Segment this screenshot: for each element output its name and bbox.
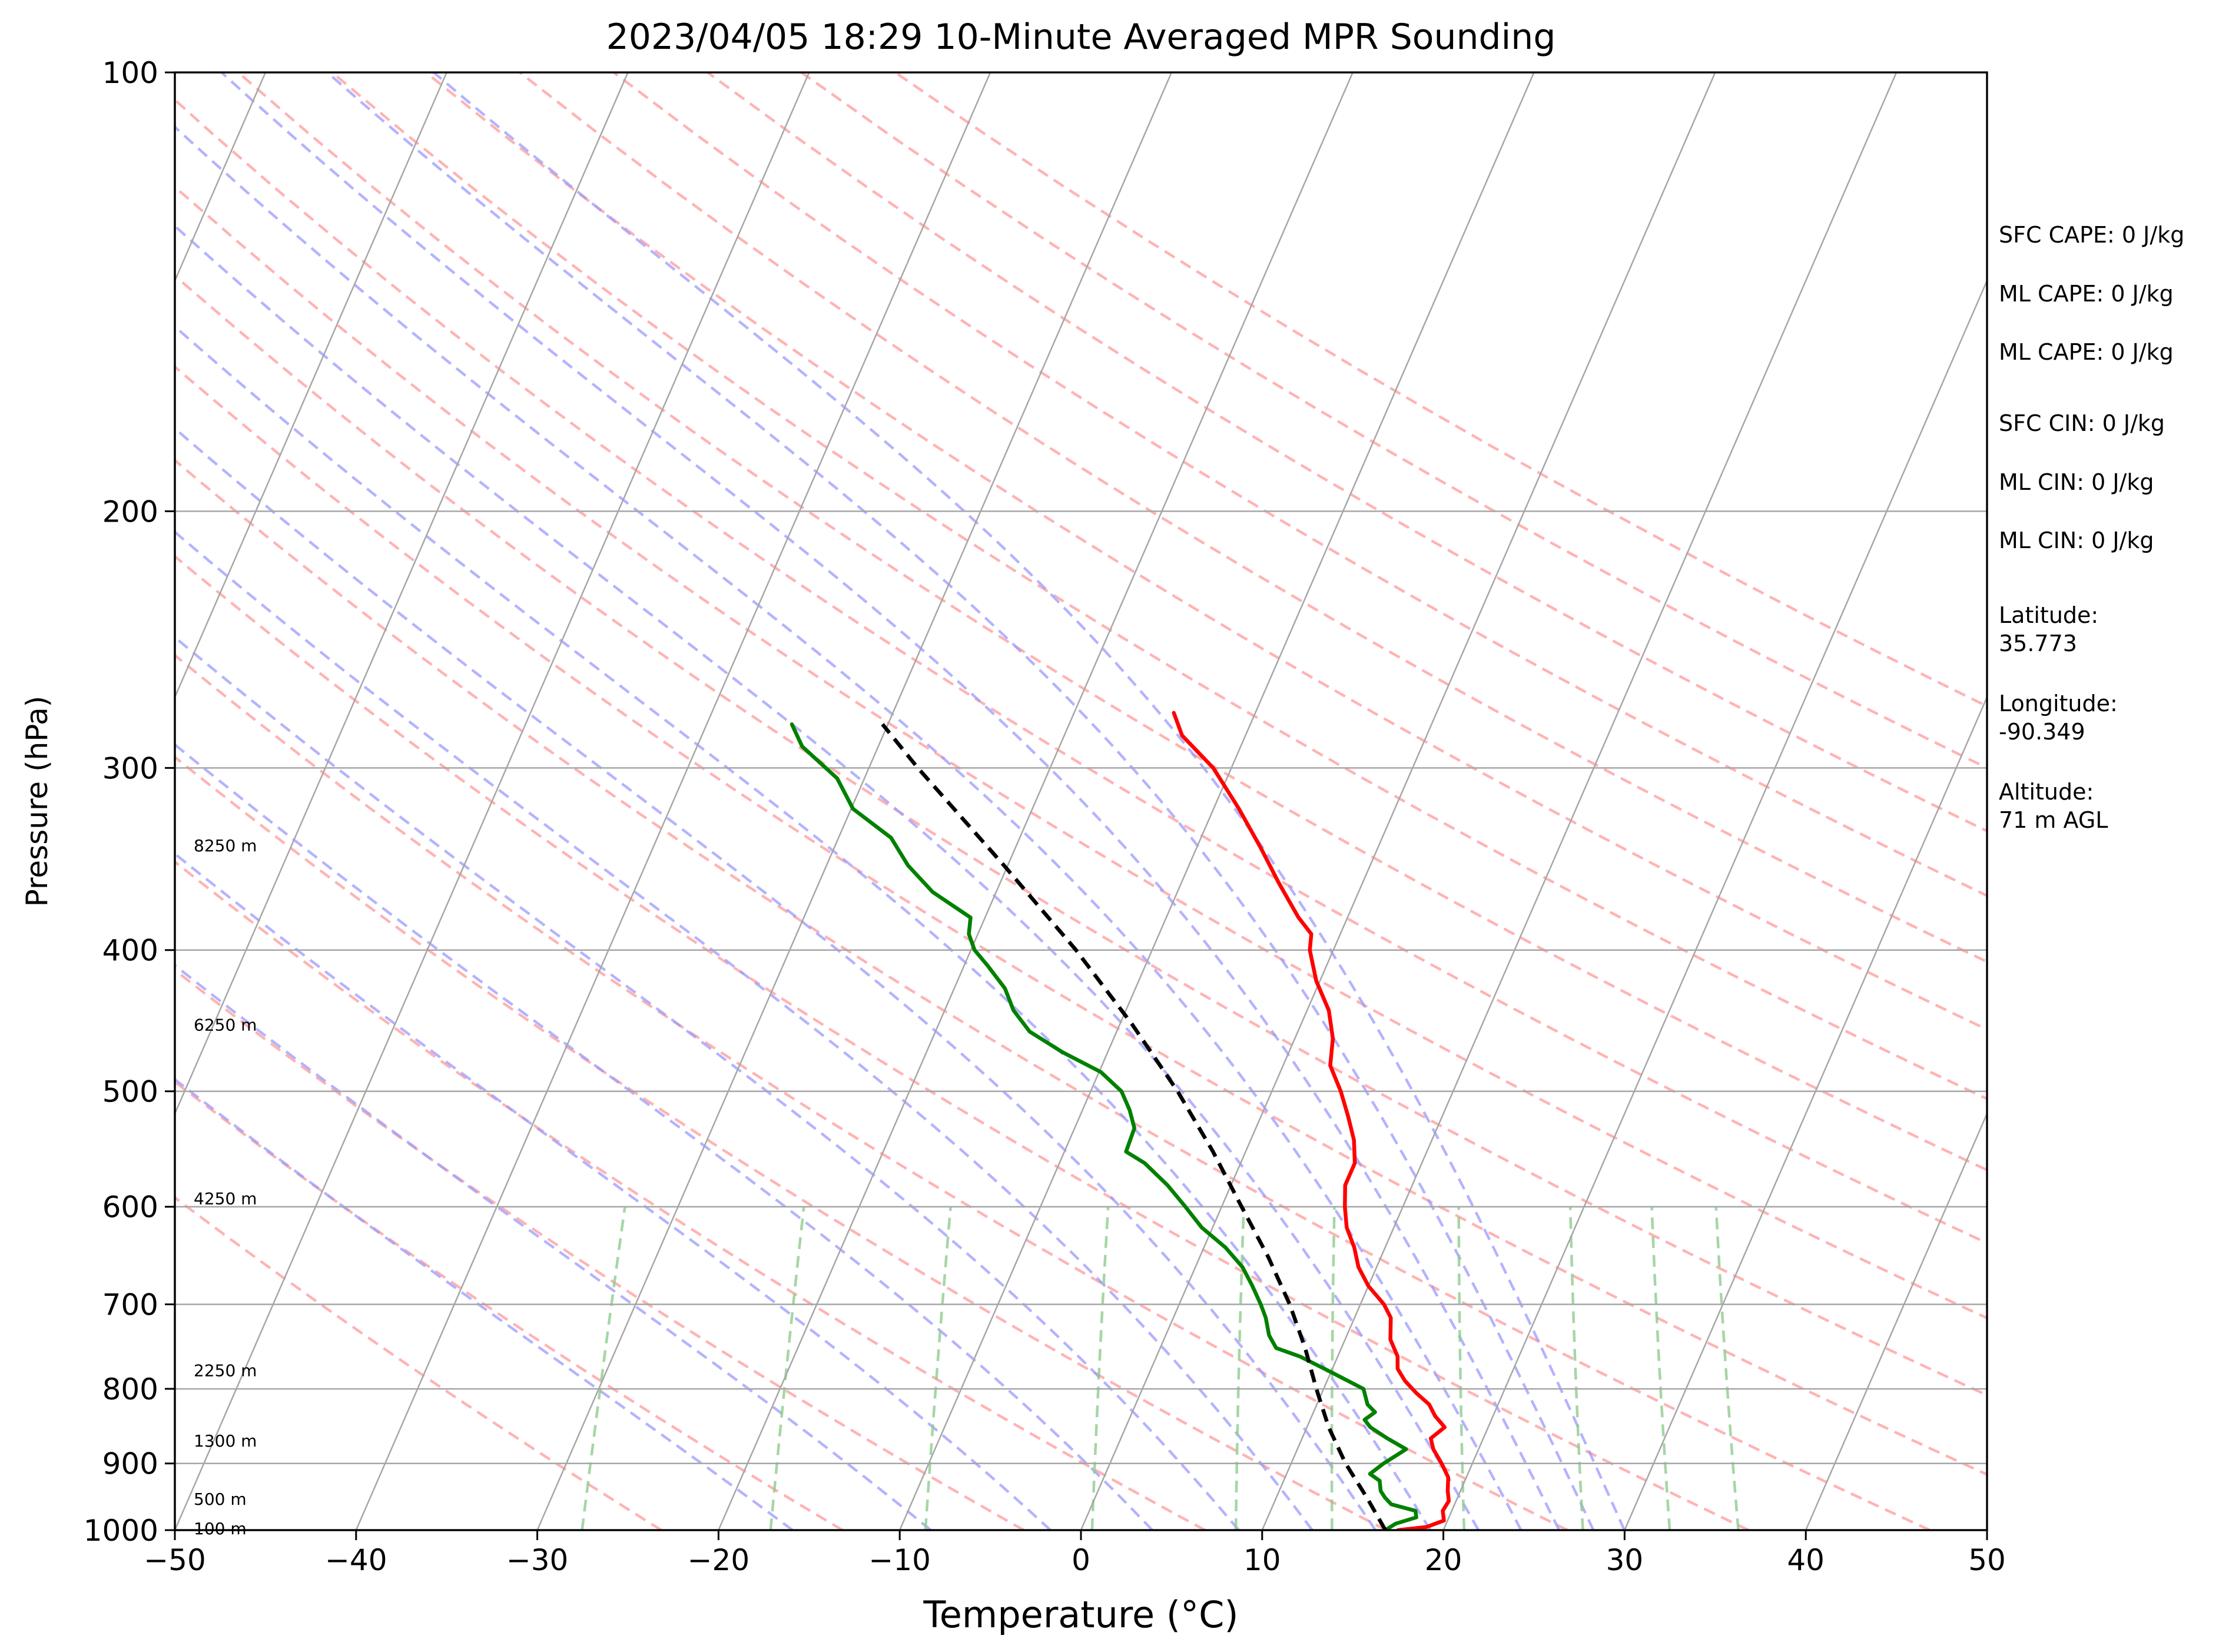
height-label: 100 m — [194, 1519, 247, 1538]
dewpoint-line — [790, 722, 1418, 1530]
annotation-text: Latitude: 35.773 — [1999, 602, 2098, 656]
moist-adiabat — [175, 635, 1240, 1530]
moist-adiabat — [175, 125, 1523, 1530]
x-tick-label: 20 — [1425, 1543, 1462, 1577]
isotherm-line — [718, 72, 1354, 1530]
isotherm-line — [1080, 72, 1716, 1530]
x-tick-label: 0 — [1072, 1543, 1090, 1577]
height-labels: 100 m 500 m 1300 m 2250 m 4250 m 6250 m 8250 m — [194, 836, 257, 1538]
isotherm-line — [1442, 278, 1987, 1530]
moist-adiabat — [433, 72, 1626, 1530]
moist-adiabat — [175, 426, 1377, 1530]
dry-adiabat — [613, 72, 1987, 897]
dry-adiabat — [519, 72, 1987, 964]
annotations-panel: SFC CAPE: 0 J/kg ML CAPE: 0 J/kg ML CAPE: … — [1999, 222, 2184, 833]
dry-adiabat — [800, 72, 1987, 769]
x-tick-label: 30 — [1606, 1543, 1644, 1577]
data-lines — [790, 711, 1451, 1530]
temperature-line — [1172, 711, 1451, 1530]
x-tick-label: 50 — [1968, 1543, 2006, 1577]
x-tick-label: −10 — [868, 1543, 931, 1577]
y-tick-label: 400 — [102, 934, 158, 968]
isotherm-line — [1805, 1112, 1987, 1530]
y-tick-label: 700 — [102, 1288, 158, 1322]
dry-adiabat — [237, 72, 1987, 1172]
dry-adiabat — [706, 72, 1987, 833]
annotation-text: Altitude: 71 m AGL — [1999, 779, 2108, 833]
dry-adiabat — [175, 555, 1750, 1530]
x-tick-label: −40 — [325, 1543, 387, 1577]
moist-adiabat — [175, 324, 1432, 1530]
isotherm-line — [1624, 695, 1987, 1530]
annotation-text: ML CAPE: 0 J/kg — [1999, 339, 2174, 365]
dry-adiabat — [175, 185, 1987, 1320]
moist-adiabat — [220, 72, 1561, 1530]
y-tick-label: 900 — [102, 1447, 158, 1481]
annotation-text: ML CAPE: 0 J/kg — [1999, 281, 2174, 307]
y-tick-label: 1000 — [84, 1514, 158, 1548]
y-tick-label: 800 — [102, 1372, 158, 1406]
moist-adiabat — [175, 1077, 794, 1530]
y-tick-label: 300 — [102, 751, 158, 785]
chart-title: 2023/04/05 18:29 10-Minute Averaged MPR … — [606, 16, 1556, 58]
height-label: 2250 m — [194, 1361, 257, 1381]
dry-adiabat — [175, 274, 1987, 1397]
moist-adiabat — [326, 72, 1595, 1530]
x-tick-label: −50 — [144, 1543, 206, 1577]
moist-adiabat — [175, 530, 1313, 1530]
y-tick-label: 500 — [102, 1075, 158, 1109]
x-tick-label: −30 — [506, 1543, 569, 1577]
isotherm-line — [175, 72, 447, 699]
dry-adiabat — [175, 860, 1206, 1530]
dry-adiabat — [894, 72, 1987, 708]
dry-adiabat — [175, 1196, 662, 1530]
y-tick-label: 100 — [102, 56, 158, 90]
x-axis-label: Temperature (°C) — [923, 1593, 1238, 1636]
isotherm-line — [175, 72, 629, 1116]
y-axis: 1000 900 800 700 600 500 400 300 200 100 — [84, 56, 175, 1548]
isotherm-line — [899, 72, 1535, 1530]
reference-lines — [175, 72, 1987, 1530]
height-label: 8250 m — [194, 836, 257, 855]
isotherm-line — [175, 72, 810, 1530]
y-tick-label: 600 — [102, 1190, 158, 1225]
x-tick-label: 40 — [1787, 1543, 1825, 1577]
x-axis: −50 −40 −30 −20 −10 0 10 20 30 40 50 — [144, 1530, 2006, 1577]
y-tick-label: 200 — [102, 495, 158, 529]
dry-adiabat — [175, 458, 1931, 1530]
isotherm-line — [355, 72, 991, 1530]
isotherm-line — [536, 72, 1173, 1530]
x-tick-label: −20 — [688, 1543, 750, 1577]
annotation-text: Longitude: -90.349 — [1999, 691, 2118, 745]
moist-adiabat — [175, 224, 1480, 1530]
height-label: 500 m — [194, 1490, 247, 1509]
height-label: 6250 m — [194, 1015, 257, 1034]
annotation-text: SFC CIN: 0 J/kg — [1999, 410, 2165, 436]
x-tick-label: 10 — [1243, 1543, 1281, 1577]
annotation-text: SFC CAPE: 0 J/kg — [1999, 222, 2184, 248]
height-label: 1300 m — [194, 1431, 257, 1451]
dry-adiabat — [175, 98, 1987, 1245]
annotation-text: ML CIN: 0 J/kg — [1999, 469, 2154, 495]
dry-adiabat — [175, 755, 1387, 1530]
dry-adiabat — [175, 365, 1987, 1476]
height-label: 4250 m — [194, 1189, 257, 1208]
y-axis-label: Pressure (hPa) — [20, 696, 54, 907]
annotation-text: ML CIN: 0 J/kg — [1999, 528, 2154, 553]
